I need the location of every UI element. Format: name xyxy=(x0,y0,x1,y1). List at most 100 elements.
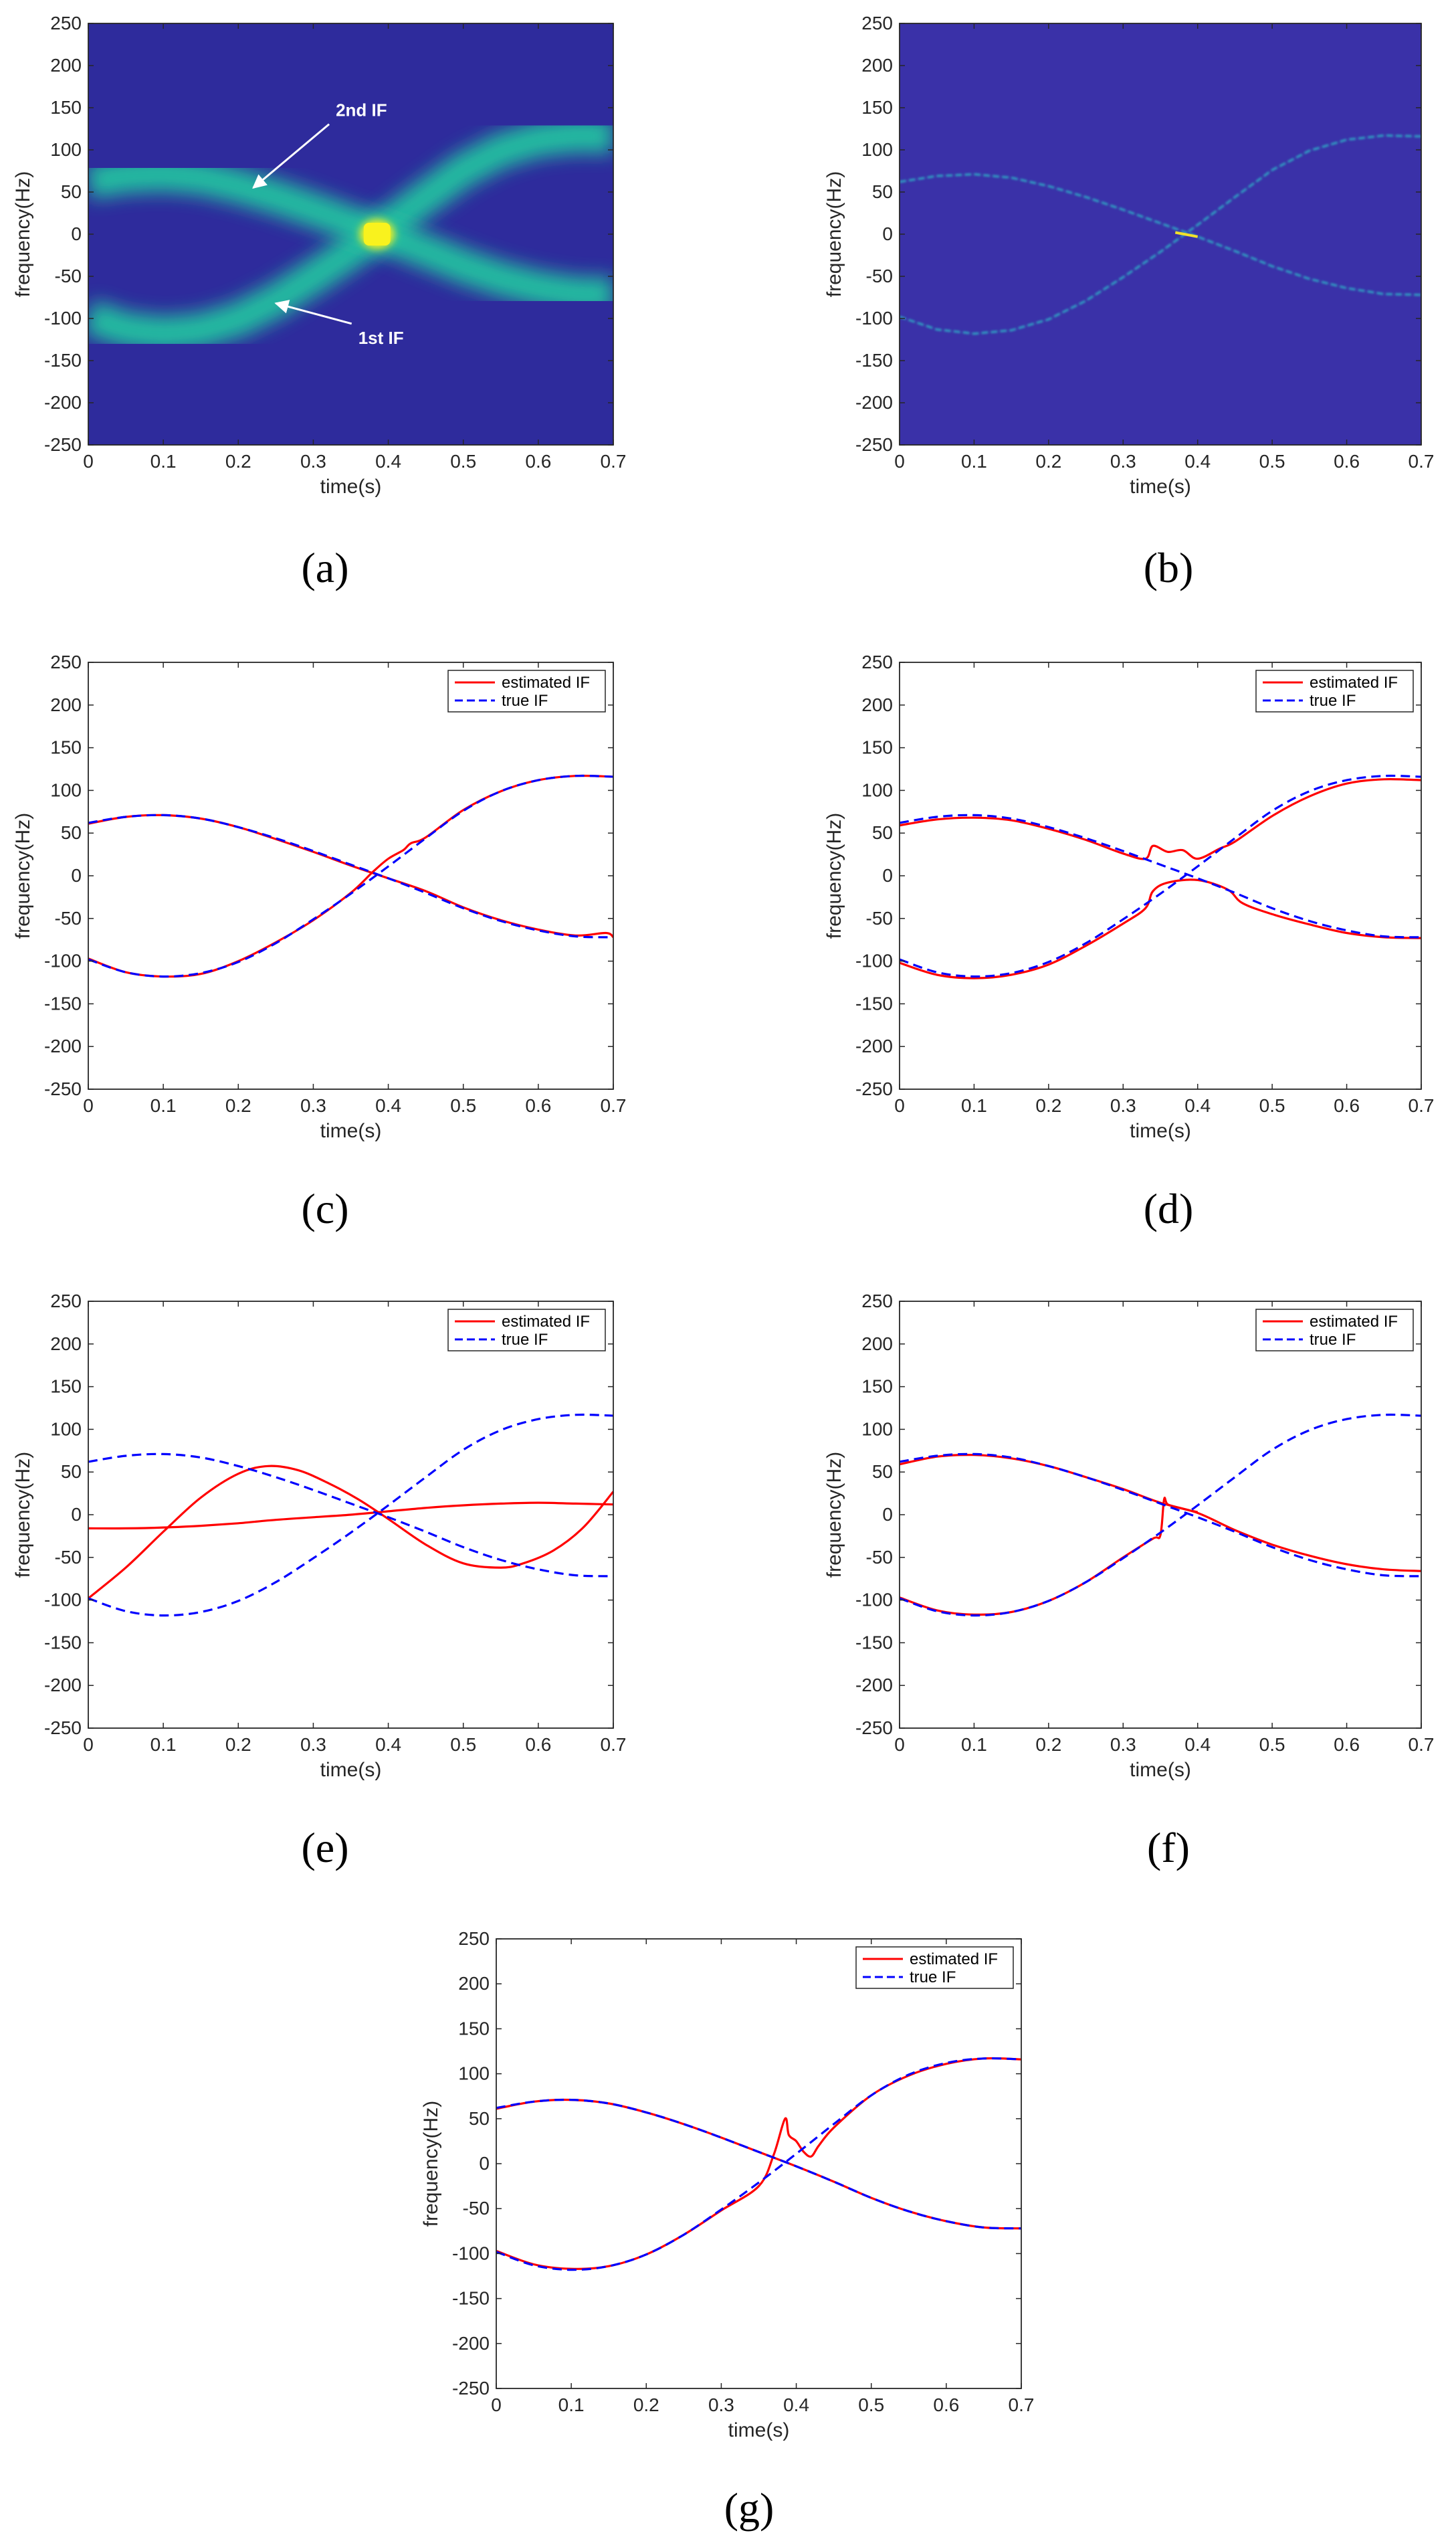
y-tick-label: 0 xyxy=(882,223,893,244)
x-tick-label: 0.3 xyxy=(1110,451,1136,472)
y-tick-label: -250 xyxy=(855,1717,893,1738)
y-tick-label: -50 xyxy=(866,266,893,286)
x-tick-label: 0.1 xyxy=(558,2394,585,2415)
true-if-line-2 xyxy=(899,1413,1422,1617)
x-tick-label: 0.1 xyxy=(961,451,987,472)
y-axis-label: frequency(Hz) xyxy=(12,813,34,939)
y-tick-label: 200 xyxy=(50,1333,82,1354)
y-tick-label: 150 xyxy=(50,737,82,758)
y-tick-label: 100 xyxy=(861,1418,893,1439)
x-tick-label: 0.2 xyxy=(1035,1095,1061,1116)
estimated-if-line-0 xyxy=(88,774,614,978)
legend-entry: true IF xyxy=(502,692,548,710)
x-tick-label: 0.5 xyxy=(1259,1734,1285,1755)
x-tick-label: 0.6 xyxy=(525,451,551,472)
x-tick-label: 0.6 xyxy=(525,1095,551,1116)
legend-box xyxy=(1255,670,1414,713)
x-tick-label: 0.1 xyxy=(150,1734,177,1755)
true-if-line-2 xyxy=(88,774,614,978)
legend-entry: true IF xyxy=(1310,692,1356,710)
y-tick-label: 150 xyxy=(50,97,82,118)
panel-caption: (a) xyxy=(301,544,348,591)
annotation-arrow xyxy=(252,123,330,189)
true-if-line-3 xyxy=(899,1452,1422,1578)
x-tick-label: 0.6 xyxy=(933,2394,959,2415)
x-tick-label: 0.5 xyxy=(450,1095,476,1116)
y-tick-label: 100 xyxy=(50,139,82,160)
x-tick-label: 0 xyxy=(491,2394,502,2415)
x-tick-label: 0.4 xyxy=(375,1734,401,1755)
legend-entry: estimated IF xyxy=(1310,674,1398,692)
panel-a: 2nd IF 1st IF 0 0.1 0.2 0.3 0.4 0.5 0.6 0.7 250 200… xyxy=(12,13,626,591)
y-tick-label: 150 xyxy=(458,2018,490,2039)
y-tick-label: 100 xyxy=(50,779,82,800)
x-tick-label: 0.6 xyxy=(1334,1095,1360,1116)
x-tick-label: 0.2 xyxy=(1035,1734,1061,1755)
y-tick-label: -100 xyxy=(44,951,82,971)
x-tick-label: 0.5 xyxy=(1259,1095,1285,1116)
legend-entry: true IF xyxy=(1310,1331,1356,1349)
y-tick-label: 150 xyxy=(50,1376,82,1397)
plot-area xyxy=(496,1939,1021,2388)
x-tick-label: 0.3 xyxy=(300,1734,326,1755)
heatmap-image xyxy=(900,134,1421,335)
x-axis-label: time(s) xyxy=(728,2419,790,2441)
y-tick-label: -50 xyxy=(55,908,82,929)
y-tick-label: 0 xyxy=(882,865,893,886)
y-tick-label: 250 xyxy=(50,652,82,672)
y-tick-label: 50 xyxy=(872,822,893,843)
estimated-if-line-1 xyxy=(899,878,1422,979)
y-tick-label: -250 xyxy=(855,1078,893,1099)
series-group xyxy=(899,774,1422,979)
y-tick-label: -150 xyxy=(44,1632,82,1653)
series-group xyxy=(496,2057,1022,2271)
x-tick-label: 0.3 xyxy=(708,2394,734,2415)
y-axis-label: frequency(Hz) xyxy=(12,171,34,297)
y-tick-label: -150 xyxy=(452,2288,490,2309)
y-tick-label: -50 xyxy=(463,2198,490,2219)
y-axis-label: frequency(Hz) xyxy=(823,171,845,297)
if-ridge-1 xyxy=(88,118,613,351)
estimated-if-line-0 xyxy=(899,778,1422,860)
y-axis-label: frequency(Hz) xyxy=(12,1452,34,1578)
x-tick-label: 0.4 xyxy=(783,2394,809,2415)
y-tick-label: -150 xyxy=(855,350,893,371)
x-axis-label: time(s) xyxy=(320,1759,382,1781)
heatmap-background xyxy=(900,23,1421,445)
estimated-if-line-0 xyxy=(87,1465,615,1600)
y-tick-label: -100 xyxy=(855,1590,893,1610)
y-tick-label: 50 xyxy=(61,822,82,843)
y-tick-label: -200 xyxy=(44,392,82,413)
y-tick-label: 200 xyxy=(861,694,893,715)
x-tick-label: 0.5 xyxy=(858,2394,884,2415)
x-tick-label: 0.1 xyxy=(961,1095,987,1116)
y-tick-label: -100 xyxy=(44,1590,82,1610)
x-tick-label: 0.3 xyxy=(300,1095,326,1116)
y-tick-label: 100 xyxy=(861,779,893,800)
y-tick-label: -150 xyxy=(44,350,82,371)
x-tick-label: 0.4 xyxy=(1184,1734,1211,1755)
annotation-label: 2nd IF xyxy=(336,100,387,120)
y-tick-label: -150 xyxy=(855,1632,893,1653)
y-tick-label: -100 xyxy=(44,308,82,328)
x-tick-label: 0.1 xyxy=(150,451,177,472)
y-tick-label: -50 xyxy=(55,1547,82,1568)
y-tick-label: 200 xyxy=(861,1333,893,1354)
x-axis-label: time(s) xyxy=(320,476,382,498)
if-ridge-2 xyxy=(900,173,1421,296)
y-tick-label: -200 xyxy=(452,2333,490,2354)
panel-caption: (d) xyxy=(1144,1185,1194,1232)
x-tick-label: 0.5 xyxy=(1259,451,1285,472)
x-tick-label: 0.7 xyxy=(1409,451,1435,472)
cross-term-peak xyxy=(1174,231,1199,238)
x-tick-label: 0 xyxy=(894,451,905,472)
y-tick-label: 50 xyxy=(872,1461,893,1482)
true-if-line-2 xyxy=(899,774,1422,978)
y-tick-label: 50 xyxy=(469,2108,490,2129)
y-tick-label: 50 xyxy=(61,181,82,202)
y-tick-label: -100 xyxy=(452,2243,490,2263)
